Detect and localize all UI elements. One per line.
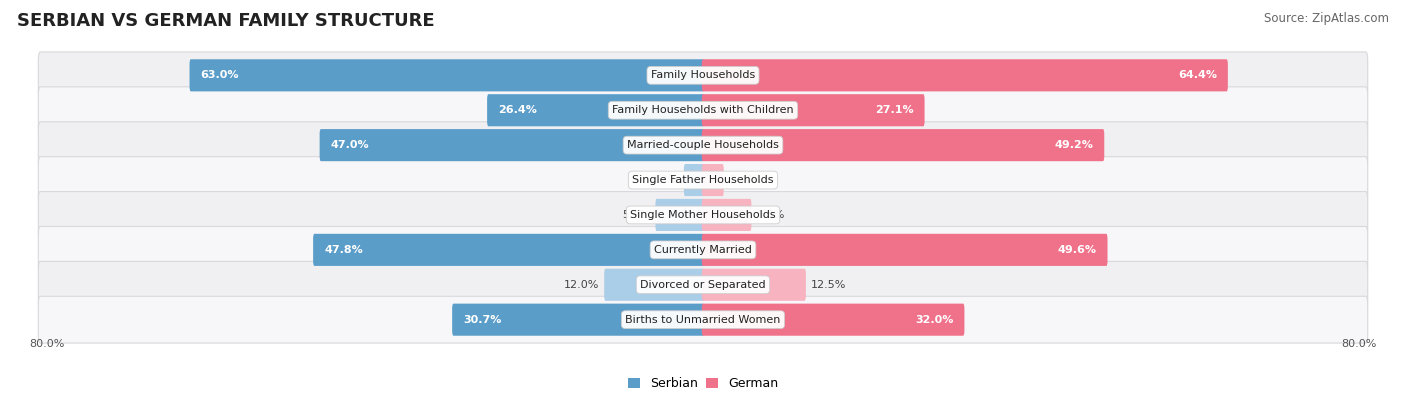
Text: Single Mother Households: Single Mother Households xyxy=(630,210,776,220)
Text: Source: ZipAtlas.com: Source: ZipAtlas.com xyxy=(1264,12,1389,25)
Text: Divorced or Separated: Divorced or Separated xyxy=(640,280,766,290)
Text: 49.2%: 49.2% xyxy=(1054,140,1094,150)
FancyBboxPatch shape xyxy=(702,164,724,196)
Text: 47.8%: 47.8% xyxy=(325,245,363,255)
Text: 32.0%: 32.0% xyxy=(915,315,953,325)
Text: 63.0%: 63.0% xyxy=(201,70,239,80)
FancyBboxPatch shape xyxy=(605,269,704,301)
FancyBboxPatch shape xyxy=(486,94,704,126)
FancyBboxPatch shape xyxy=(38,296,1368,343)
Text: Single Father Households: Single Father Households xyxy=(633,175,773,185)
FancyBboxPatch shape xyxy=(702,269,806,301)
Text: 80.0%: 80.0% xyxy=(1341,339,1376,349)
FancyBboxPatch shape xyxy=(702,199,751,231)
FancyBboxPatch shape xyxy=(38,157,1368,203)
FancyBboxPatch shape xyxy=(702,304,965,336)
Text: 64.4%: 64.4% xyxy=(1178,70,1216,80)
FancyBboxPatch shape xyxy=(38,261,1368,308)
FancyBboxPatch shape xyxy=(38,192,1368,238)
FancyBboxPatch shape xyxy=(190,59,704,91)
FancyBboxPatch shape xyxy=(453,304,704,336)
FancyBboxPatch shape xyxy=(655,199,704,231)
Text: 30.7%: 30.7% xyxy=(463,315,502,325)
Text: 2.4%: 2.4% xyxy=(730,175,758,185)
FancyBboxPatch shape xyxy=(38,87,1368,134)
Text: 27.1%: 27.1% xyxy=(875,105,914,115)
Text: 12.0%: 12.0% xyxy=(564,280,599,290)
Text: 5.8%: 5.8% xyxy=(756,210,785,220)
FancyBboxPatch shape xyxy=(38,122,1368,169)
Text: Family Households: Family Households xyxy=(651,70,755,80)
Legend: Serbian, German: Serbian, German xyxy=(623,372,783,395)
FancyBboxPatch shape xyxy=(702,234,1108,266)
Text: Births to Unmarried Women: Births to Unmarried Women xyxy=(626,315,780,325)
Text: Currently Married: Currently Married xyxy=(654,245,752,255)
Text: Family Households with Children: Family Households with Children xyxy=(612,105,794,115)
FancyBboxPatch shape xyxy=(702,129,1104,161)
Text: 12.5%: 12.5% xyxy=(811,280,846,290)
Text: SERBIAN VS GERMAN FAMILY STRUCTURE: SERBIAN VS GERMAN FAMILY STRUCTURE xyxy=(17,12,434,30)
Text: 47.0%: 47.0% xyxy=(330,140,370,150)
FancyBboxPatch shape xyxy=(38,226,1368,273)
FancyBboxPatch shape xyxy=(314,234,704,266)
FancyBboxPatch shape xyxy=(38,52,1368,99)
Text: 5.7%: 5.7% xyxy=(621,210,650,220)
Text: 80.0%: 80.0% xyxy=(30,339,65,349)
Text: Married-couple Households: Married-couple Households xyxy=(627,140,779,150)
FancyBboxPatch shape xyxy=(319,129,704,161)
FancyBboxPatch shape xyxy=(702,94,925,126)
Text: 49.6%: 49.6% xyxy=(1057,245,1097,255)
Text: 26.4%: 26.4% xyxy=(498,105,537,115)
FancyBboxPatch shape xyxy=(683,164,704,196)
FancyBboxPatch shape xyxy=(702,59,1227,91)
Text: 2.2%: 2.2% xyxy=(650,175,679,185)
